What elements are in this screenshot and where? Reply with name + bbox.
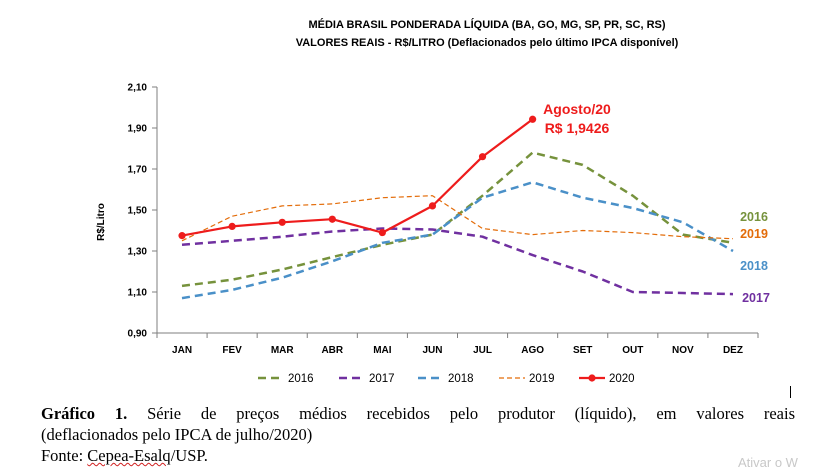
x-tick-label: ABR bbox=[321, 345, 343, 356]
y-tick-label: 1,50 bbox=[128, 206, 148, 217]
annotation-value: R$ 1,9426 bbox=[545, 120, 610, 136]
series-line-2017 bbox=[181, 227, 734, 296]
series-line-2018 bbox=[181, 181, 734, 300]
legend: 2016 2017 2018 2019 2020 bbox=[258, 373, 635, 385]
legend-label-2016: 2016 bbox=[288, 373, 314, 385]
legend-label-2019: 2019 bbox=[529, 373, 555, 385]
data-point-2020 bbox=[378, 228, 386, 237]
legend-label-2018: 2018 bbox=[448, 373, 474, 385]
y-tick-label: 1,30 bbox=[128, 247, 148, 258]
y-tick-labels: 0,90 1,10 1,30 1,50 1,70 1,90 2,10 bbox=[128, 83, 157, 340]
x-tick-label: NOV bbox=[672, 345, 694, 356]
x-tick-label: FEV bbox=[222, 345, 242, 356]
x-tick-label: MAI bbox=[373, 345, 392, 356]
x-tick-label: JAN bbox=[172, 345, 192, 356]
end-label-2017: 2017 bbox=[742, 291, 770, 305]
data-point-2020 bbox=[228, 222, 236, 230]
data-point-2020 bbox=[478, 153, 487, 161]
caption-line-1: Gráfico 1. Série de preços médios recebi… bbox=[41, 403, 795, 424]
line-chart: MÉDIA BRASIL PONDERADA LÍQUIDA (BA, GO, … bbox=[96, 18, 770, 385]
source-name: Cepea-Esalq bbox=[87, 446, 171, 465]
x-tick-label: JUN bbox=[422, 345, 442, 356]
activation-watermark: Ativar o W bbox=[738, 455, 798, 470]
chart-title: MÉDIA BRASIL PONDERADA LÍQUIDA (BA, GO, … bbox=[308, 18, 665, 31]
x-tick-label: AGO bbox=[521, 345, 544, 356]
y-tick-label: 1,70 bbox=[128, 165, 148, 176]
x-tick-label: DEZ bbox=[723, 345, 743, 356]
caption-line-2: (deflacionados pelo IPCA de julho/2020) bbox=[41, 425, 313, 444]
text-cursor bbox=[790, 386, 791, 398]
annotation-agosto: Agosto/20 bbox=[543, 101, 611, 117]
series-line-2019 bbox=[181, 195, 734, 242]
chart-subtitle: VALORES REAIS - R$/LITRO (Deflacionados … bbox=[296, 37, 679, 49]
series-lines bbox=[178, 115, 734, 300]
legend-marker-2020 bbox=[588, 374, 596, 382]
end-label-2019: 2019 bbox=[740, 227, 768, 241]
caption-source: Fonte: Cepea-Esalq/USP. bbox=[41, 445, 795, 466]
caption-text: Série de preços médios recebidos pelo pr… bbox=[127, 404, 795, 423]
y-tick-label: 1,90 bbox=[128, 124, 148, 135]
data-point-2020 bbox=[428, 202, 437, 210]
series-line-2016 bbox=[181, 151, 734, 288]
legend-label-2020: 2020 bbox=[609, 373, 635, 385]
data-point-2020 bbox=[328, 215, 336, 223]
x-tick-label: MAR bbox=[271, 345, 295, 356]
legend-label-2017: 2017 bbox=[369, 373, 395, 385]
data-point-2020 bbox=[178, 232, 186, 240]
end-label-2016: 2016 bbox=[740, 210, 768, 224]
data-point-2020 bbox=[529, 115, 537, 123]
axes bbox=[156, 87, 758, 334]
y-tick-label: 2,10 bbox=[128, 83, 148, 94]
x-tick-label: SET bbox=[573, 345, 592, 356]
end-label-2018: 2018 bbox=[740, 259, 768, 273]
y-tick-label: 1,10 bbox=[128, 288, 148, 299]
y-tick-label: 0,90 bbox=[128, 329, 148, 340]
x-tick-label: OUT bbox=[622, 345, 643, 356]
x-tick-label: JUL bbox=[473, 345, 492, 356]
source-prefix: Fonte: bbox=[41, 446, 88, 465]
series-line-2020 bbox=[181, 118, 534, 237]
source-suffix: /USP. bbox=[170, 446, 208, 465]
caption-bold: Gráfico 1. bbox=[41, 404, 128, 423]
y-axis-label: R$/Litro bbox=[96, 203, 107, 241]
x-tick-labels: JAN FEV MAR ABR MAI JUN JUL AGO SET OUT NOV DEZ bbox=[156, 333, 759, 356]
figure-caption: Gráfico 1. Série de preços médios recebi… bbox=[41, 403, 795, 466]
data-point-2020 bbox=[278, 218, 286, 226]
